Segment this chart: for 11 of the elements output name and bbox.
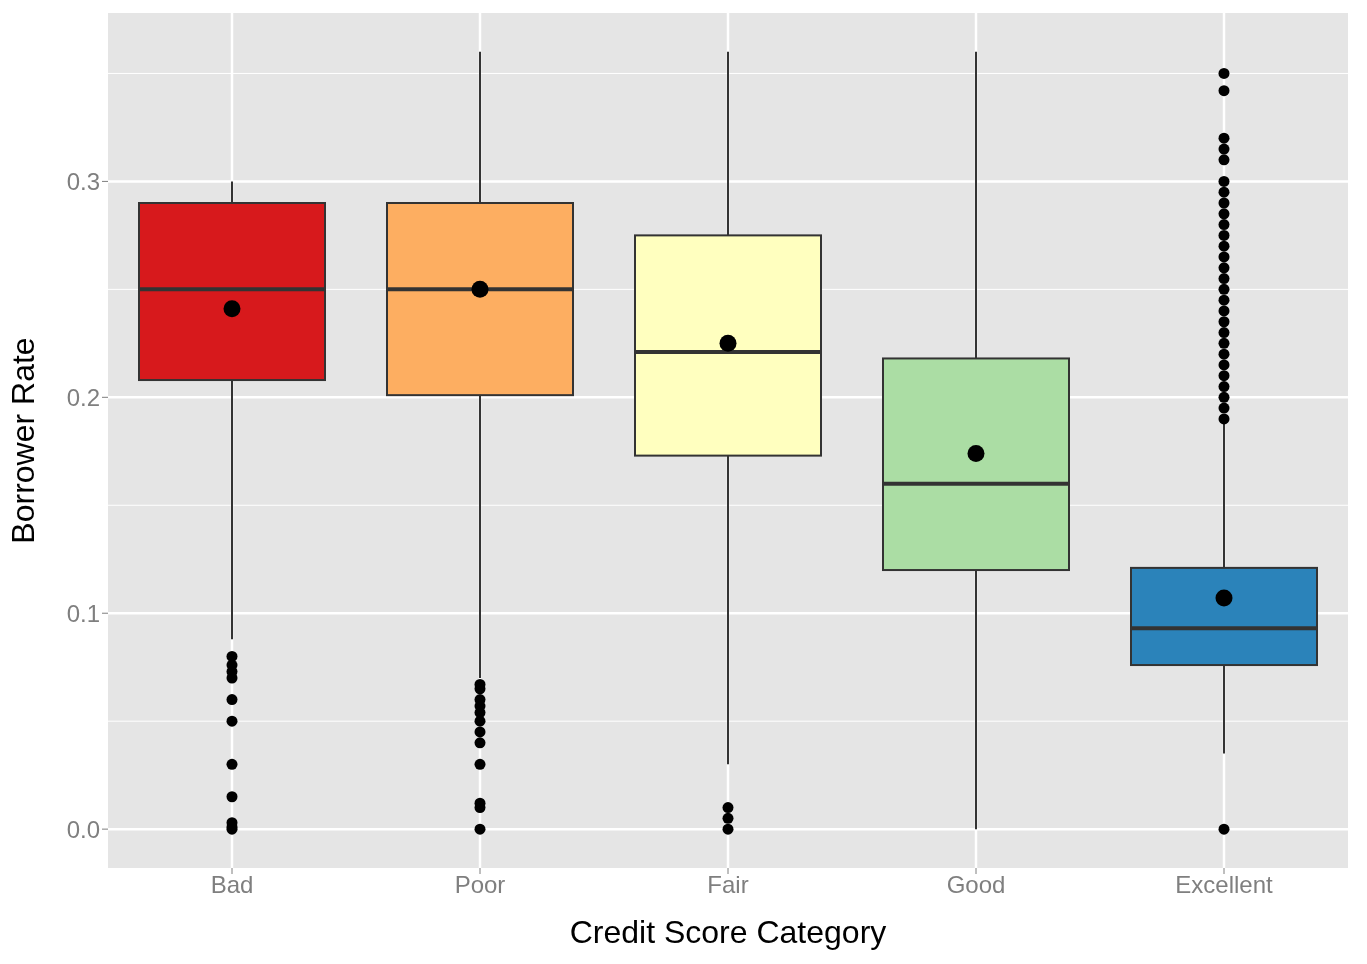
- x-tick-label: Bad: [210, 871, 254, 899]
- y-tick-label: 0.2: [66, 383, 100, 411]
- y-tick-label: 0.1: [66, 599, 100, 627]
- x-tick-label: Poor: [454, 871, 506, 899]
- x-tick-label: Good: [946, 871, 1006, 899]
- x-axis-title: Credit Score Category: [569, 914, 887, 950]
- y-tick-label: 0.3: [66, 167, 100, 195]
- y-axis-title: Borrower Rate: [5, 337, 42, 544]
- x-tick-label: Excellent: [1175, 871, 1274, 899]
- x-tick-label: Fair: [707, 871, 749, 899]
- y-tick-label: 0.0: [66, 815, 100, 843]
